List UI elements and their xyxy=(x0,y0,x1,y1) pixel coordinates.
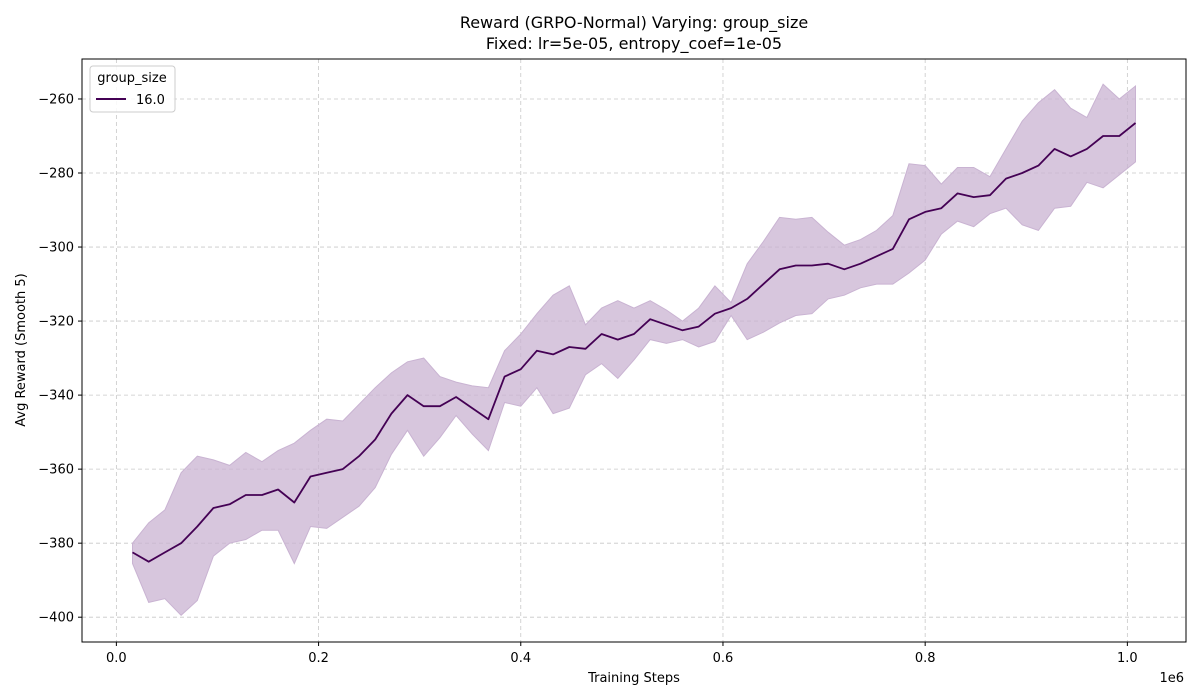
legend-entry-label: 16.0 xyxy=(136,93,165,108)
y-axis-ticks: −400 −380 −360 −340 −320 −300 −280 −260 xyxy=(38,92,82,626)
confidence-band xyxy=(132,83,1136,616)
x-tick-label: 0.6 xyxy=(713,651,734,666)
y-tick-label: −360 xyxy=(38,463,74,478)
confidence-band-layer xyxy=(132,83,1136,616)
x-axis-label: Training Steps xyxy=(587,671,680,686)
x-tick-label: 0.2 xyxy=(308,651,329,666)
y-axis-label: Avg Reward (Smooth 5) xyxy=(14,273,29,426)
y-tick-label: −280 xyxy=(38,167,74,182)
x-tick-label: 0.8 xyxy=(915,651,936,666)
y-tick-label: −300 xyxy=(38,241,74,256)
series-line xyxy=(132,122,1137,563)
plot-area-frame xyxy=(81,58,1187,643)
y-tick-label: −380 xyxy=(38,537,74,552)
x-tick-label: 1.0 xyxy=(1117,651,1138,666)
x-tick-label: 0.0 xyxy=(106,651,127,666)
legend-box xyxy=(89,65,176,113)
x-axis-ticks: 0.0 0.2 0.4 0.6 0.8 1.0 xyxy=(106,642,1138,666)
y-tick-label: −340 xyxy=(38,389,74,404)
grid xyxy=(82,59,1186,642)
legend: group_size 16.0 xyxy=(89,65,176,113)
series-line-layer xyxy=(132,122,1137,563)
legend-title: group_size xyxy=(97,71,166,86)
y-tick-label: −260 xyxy=(38,92,74,107)
y-tick-label: −320 xyxy=(38,315,74,330)
chart-title: Reward (GRPO-Normal) Varying: group_size xyxy=(460,13,808,33)
chart-subtitle: Fixed: lr=5e-05, entropy_coef=1e-05 xyxy=(486,34,782,54)
x-axis-offset-label: 1e6 xyxy=(1159,671,1184,686)
y-tick-label: −400 xyxy=(38,611,74,626)
x-tick-label: 0.4 xyxy=(510,651,531,666)
